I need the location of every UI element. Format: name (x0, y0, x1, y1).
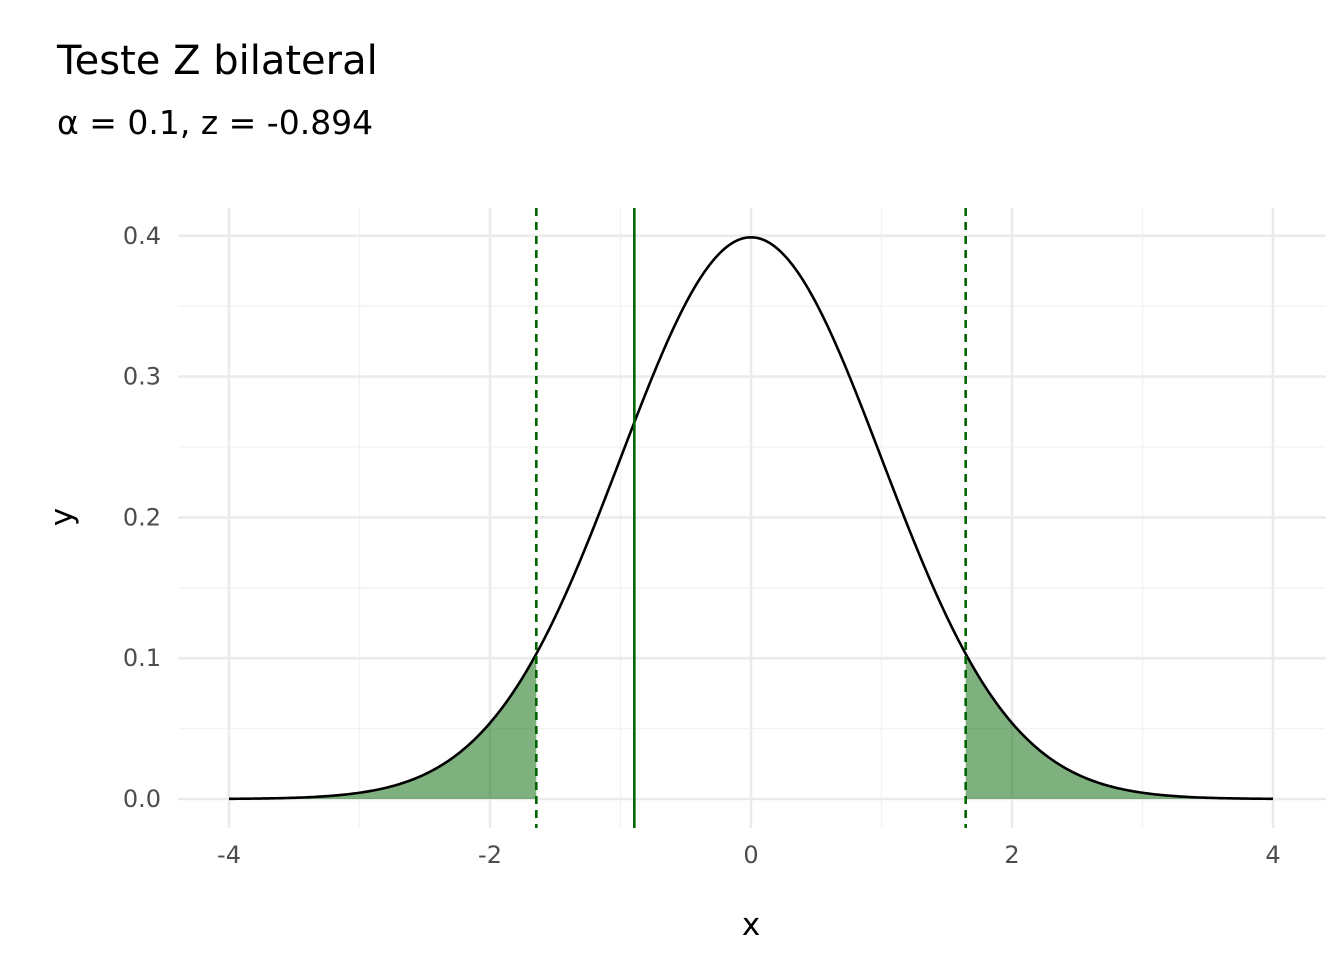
y-tick-label: 0.2 (123, 503, 161, 531)
y-axis-ticks: 0.0 0.1 0.2 0.3 0.4 (123, 222, 161, 813)
x-tick-label: -4 (217, 841, 241, 869)
x-tick-label: 0 (743, 841, 758, 869)
density-curve (228, 235, 1274, 801)
y-tick-label: 0.1 (123, 644, 161, 672)
grid (178, 208, 1326, 828)
x-axis-ticks: -4 -2 0 2 4 (217, 841, 1281, 869)
rejection-region-right (965, 653, 1273, 799)
y-tick-label: 0.3 (123, 363, 161, 391)
chart-subtitle: α = 0.1, z = -0.894 (57, 103, 373, 142)
density-curve-layer (228, 235, 1274, 801)
y-tick-label: 0.4 (123, 222, 161, 250)
rejection-regions (229, 653, 1273, 799)
rejection-region-left (229, 653, 537, 799)
reference-lines (535, 208, 967, 828)
y-tick-label: 0.0 (123, 785, 161, 813)
y-axis-title: y (44, 508, 80, 526)
x-tick-label: 2 (1004, 841, 1019, 869)
x-axis-title: x (742, 907, 760, 943)
x-tick-label: 4 (1265, 841, 1280, 869)
chart-title: Teste Z bilateral (56, 38, 378, 84)
x-tick-label: -2 (478, 841, 502, 869)
